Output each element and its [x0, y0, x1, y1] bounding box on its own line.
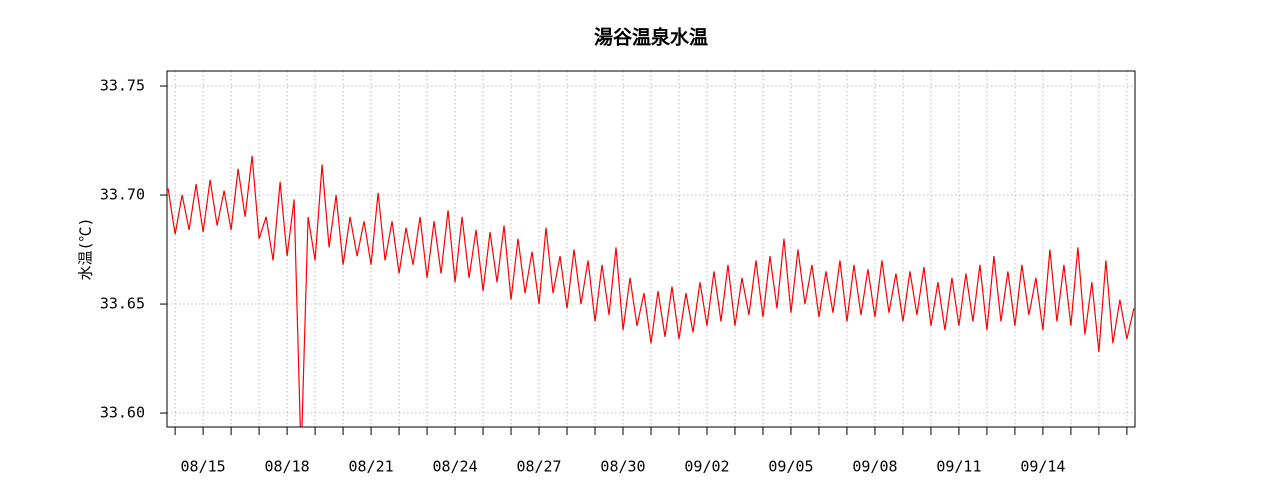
- chart-title: 湯谷温泉水温: [594, 26, 708, 49]
- x-tick-label: 08/30: [600, 458, 645, 476]
- x-tick-label: 09/02: [684, 458, 729, 476]
- plot-frame: [166, 70, 1136, 428]
- x-tick-label: 08/15: [181, 458, 226, 476]
- y-tick-label: 33.75: [100, 77, 145, 95]
- y-tick-label: 33.70: [100, 186, 145, 204]
- x-tick-label: 09/05: [768, 458, 813, 476]
- plot-area: [167, 155, 1135, 427]
- data-line: [167, 155, 1135, 427]
- x-tick-label: 08/27: [516, 458, 561, 476]
- y-axis-label: 水温(℃): [77, 217, 95, 280]
- y-tick-label: 33.60: [100, 404, 145, 422]
- x-tick-label: 08/24: [432, 458, 477, 476]
- x-tick-label: 09/11: [936, 458, 981, 476]
- y-tick-label: 33.65: [100, 295, 145, 313]
- x-tick-label: 08/21: [348, 458, 393, 476]
- x-tick-label: 08/18: [265, 458, 310, 476]
- x-tick-label: 09/14: [1020, 458, 1065, 476]
- x-tick-label: 09/08: [852, 458, 897, 476]
